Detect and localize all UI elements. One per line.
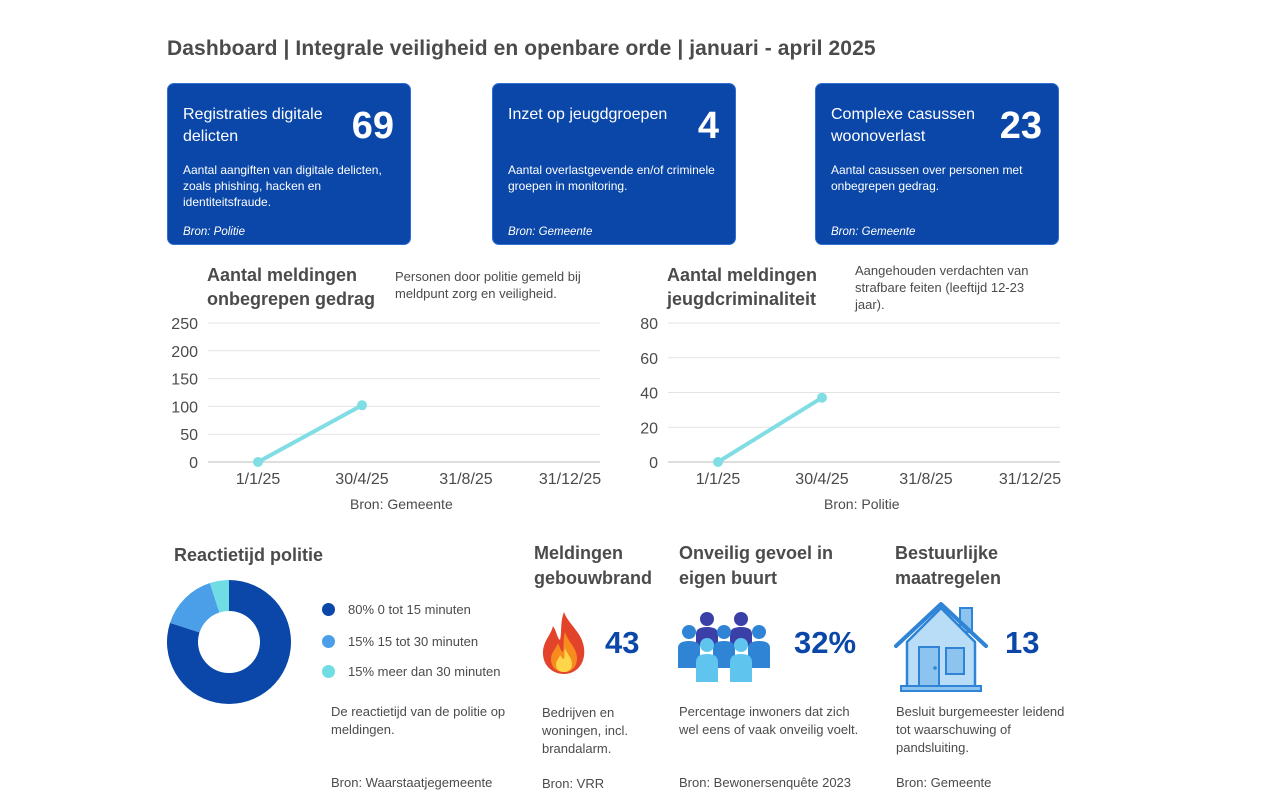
chart-source: Bron: Politie xyxy=(824,496,900,512)
series-line xyxy=(256,403,364,464)
legend-label: 80% 0 tot 15 minuten xyxy=(348,602,471,617)
section-title-onveilig-gevoel: Onveilig gevoel in eigen buurt xyxy=(679,543,834,588)
legend-label: 15% 15 tot 30 minuten xyxy=(348,634,479,649)
card-jeugdgroepen: Inzet op jeugdgroepen 4 Aantal overlastg… xyxy=(492,83,736,245)
data-point xyxy=(357,400,367,411)
x-tick-label: 31/8/25 xyxy=(439,471,492,488)
legend-dot-icon xyxy=(322,665,335,678)
y-tick-label: 60 xyxy=(640,351,658,368)
y-tick-label: 40 xyxy=(640,386,658,403)
x-tick-label: 31/8/25 xyxy=(899,471,952,488)
reactietijd-description: De reactietijd van de politie op melding… xyxy=(331,704,506,737)
x-tick-label: 30/4/25 xyxy=(335,471,388,488)
maatregelen-source: Bron: Gemeente xyxy=(896,775,992,790)
y-tick-label: 0 xyxy=(189,455,198,472)
gebouwbrand-value: 43 xyxy=(605,625,640,660)
people-group-icon xyxy=(678,612,770,682)
x-tick-label: 31/12/25 xyxy=(999,471,1061,488)
fire-icon xyxy=(542,612,585,674)
card-description: Aantal casussen over personen met onbegr… xyxy=(831,163,1023,193)
maatregelen-description: Besluit burgemeester leidend tot waarsch… xyxy=(896,704,1065,755)
card-title: Complexe casussen woonoverlast xyxy=(831,106,976,145)
y-tick-label: 150 xyxy=(171,372,198,389)
legend-item: 15% meer dan 30 minuten xyxy=(322,664,500,679)
y-tick-label: 100 xyxy=(171,399,198,416)
x-tick-label: 1/1/25 xyxy=(236,471,281,488)
card-source: Bron: Politie xyxy=(183,226,246,238)
card-digitale-delicten: Registraties digitale delicten 69 Aantal… xyxy=(167,83,411,245)
x-tick-label: 30/4/25 xyxy=(795,471,848,488)
data-point xyxy=(253,457,263,467)
card-description: Aantal overlastgevende en/of criminele g… xyxy=(508,163,715,193)
donut-slice xyxy=(209,580,229,613)
card-value: 4 xyxy=(697,105,719,147)
data-point xyxy=(713,457,723,467)
y-tick-label: 80 xyxy=(640,316,658,333)
page-title: Dashboard | Integrale veiligheid en open… xyxy=(167,37,876,60)
donut-slice xyxy=(167,580,291,704)
data-point xyxy=(817,392,827,403)
legend-label: 15% meer dan 30 minuten xyxy=(348,664,501,679)
y-tick-label: 200 xyxy=(171,344,198,361)
x-tick-label: 31/12/25 xyxy=(539,471,601,488)
chart-subtitle: Personen door politie gemeld bij meldpun… xyxy=(395,269,581,301)
card-description: Aantal aangiften van digitale delicten, … xyxy=(183,163,382,209)
house-icon xyxy=(894,602,988,692)
chart-title: Aantal meldingen onbegrepen gedrag xyxy=(207,265,376,309)
y-tick-label: 50 xyxy=(180,427,198,444)
reactietijd-source: Bron: Waarstaatjegemeente xyxy=(331,775,493,790)
line-chart-jeugdcriminaliteit: 0 20 40 60 80 1/1/25 30/4/25 31/8/25 31/12/25 xyxy=(640,316,1061,488)
gebouwbrand-description: Bedrijven en woningen, incl. brandalarm. xyxy=(542,705,628,756)
donut-chart-reactietijd xyxy=(167,580,291,704)
legend-item: 80% 0 tot 15 minuten xyxy=(322,602,471,617)
maatregelen-value: 13 xyxy=(1005,625,1040,660)
legend-item: 15% 15 tot 30 minuten xyxy=(322,634,478,649)
legend-dot-icon xyxy=(322,635,335,648)
x-tick-label: 1/1/25 xyxy=(696,471,741,488)
line-chart-onbegrepen-gedrag: 0 50 100 150 200 250 1/1/25 30/4/25 31/8/25 31/12… xyxy=(171,316,601,488)
y-tick-label: 250 xyxy=(171,316,198,333)
card-source: Bron: Gemeente xyxy=(508,226,593,238)
legend-dot-icon xyxy=(322,603,335,616)
section-title-reactietijd: Reactietijd politie xyxy=(174,545,324,565)
chart-subtitle: Aangehouden verdachten van strafbare fei… xyxy=(855,263,1029,312)
y-tick-label: 0 xyxy=(649,455,658,472)
series-line xyxy=(716,395,824,464)
gebouwbrand-source: Bron: VRR xyxy=(542,776,605,791)
onveilig-gevoel-value: 32% xyxy=(794,625,857,660)
y-tick-label: 20 xyxy=(640,420,658,437)
card-value: 23 xyxy=(999,105,1042,147)
card-source: Bron: Gemeente xyxy=(831,226,916,238)
chart-title: Aantal meldingen jeugdcriminaliteit xyxy=(667,265,818,309)
onveilig-gevoel-source: Bron: Bewonersenquête 2023 xyxy=(679,775,852,790)
chart-source: Bron: Gemeente xyxy=(350,496,453,512)
card-woonoverlast: Complexe casussen woonoverlast 23 Aantal… xyxy=(815,83,1059,245)
section-title-gebouwbrand: Meldingen gebouwbrand xyxy=(534,543,652,588)
section-title-bestuurlijke-maatregelen: Bestuurlijke maatregelen xyxy=(895,543,1002,588)
card-title: Registraties digitale delicten xyxy=(183,106,323,145)
donut-slice xyxy=(170,583,220,633)
onveilig-gevoel-description: Percentage inwoners dat zich wel eens of… xyxy=(679,704,859,737)
card-value: 69 xyxy=(351,105,394,147)
card-title: Inzet op jeugdgroepen xyxy=(508,106,668,123)
